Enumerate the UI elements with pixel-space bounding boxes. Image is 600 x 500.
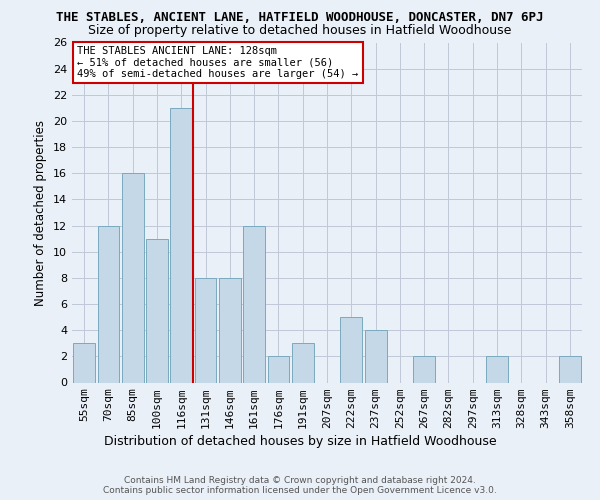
- Bar: [146, 238, 168, 382]
- Text: THE STABLES, ANCIENT LANE, HATFIELD WOODHOUSE, DONCASTER, DN7 6PJ: THE STABLES, ANCIENT LANE, HATFIELD WOOD…: [56, 11, 544, 24]
- Y-axis label: Number of detached properties: Number of detached properties: [34, 120, 47, 306]
- Bar: [365, 330, 386, 382]
- Bar: [73, 344, 95, 382]
- Bar: [486, 356, 508, 382]
- Bar: [170, 108, 192, 382]
- Bar: [268, 356, 289, 382]
- Bar: [122, 174, 143, 382]
- Text: Size of property relative to detached houses in Hatfield Woodhouse: Size of property relative to detached ho…: [88, 24, 512, 37]
- Bar: [292, 344, 314, 382]
- Bar: [194, 278, 217, 382]
- Bar: [340, 317, 362, 382]
- Bar: [243, 226, 265, 382]
- Text: THE STABLES ANCIENT LANE: 128sqm
← 51% of detached houses are smaller (56)
49% o: THE STABLES ANCIENT LANE: 128sqm ← 51% o…: [77, 46, 358, 79]
- Bar: [97, 226, 119, 382]
- Bar: [219, 278, 241, 382]
- Text: Distribution of detached houses by size in Hatfield Woodhouse: Distribution of detached houses by size …: [104, 435, 496, 448]
- Text: Contains HM Land Registry data © Crown copyright and database right 2024.
Contai: Contains HM Land Registry data © Crown c…: [103, 476, 497, 495]
- Bar: [559, 356, 581, 382]
- Bar: [413, 356, 435, 382]
